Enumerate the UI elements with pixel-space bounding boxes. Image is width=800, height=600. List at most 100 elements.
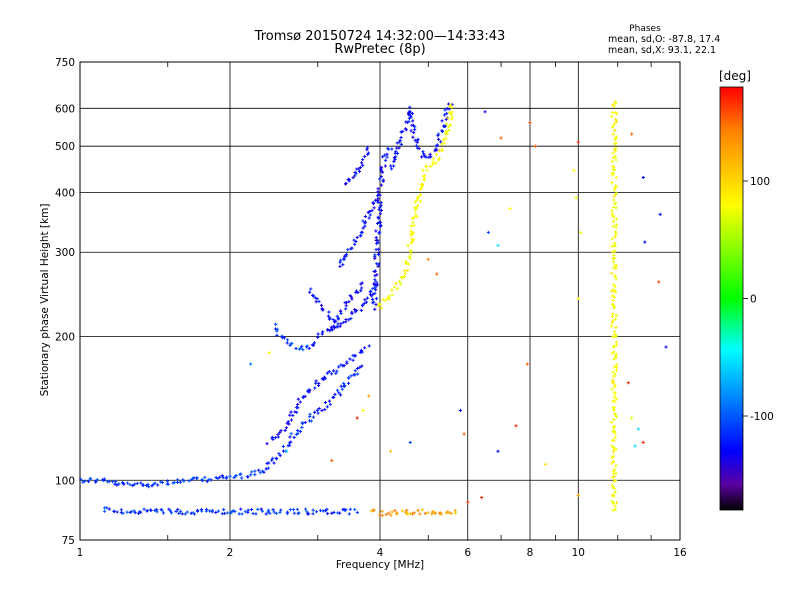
- trace-point: [147, 485, 151, 489]
- trace-point: [613, 154, 617, 158]
- trace-point: [611, 167, 615, 172]
- trace-point: [132, 509, 136, 513]
- trace-point: [338, 264, 342, 268]
- trace-point: [612, 219, 616, 224]
- trace-point: [613, 136, 618, 141]
- trace-point: [437, 156, 442, 161]
- trace-point: [359, 282, 363, 286]
- trace-point: [439, 512, 444, 516]
- trace-point: [418, 512, 422, 516]
- y-axis-label: Stationary phase Virtual Height [km]: [39, 204, 51, 397]
- trace-point: [376, 192, 381, 197]
- trace-point: [610, 321, 614, 325]
- trace-point: [303, 394, 307, 398]
- x-tick-label: 4: [377, 547, 384, 559]
- trace-point: [371, 200, 375, 205]
- trace-point: [435, 148, 439, 152]
- trace-point: [611, 111, 615, 115]
- trace-point: [172, 481, 177, 485]
- trace-point: [403, 268, 407, 273]
- trace-point: [317, 299, 321, 304]
- trace-point: [421, 150, 425, 154]
- trace-point: [426, 511, 430, 515]
- trace-point: [391, 164, 396, 168]
- trace-point: [610, 180, 614, 185]
- trace-point: [305, 344, 309, 348]
- trace-point: [327, 317, 332, 321]
- trace-point: [611, 205, 616, 209]
- trace-point: [325, 507, 329, 511]
- scatter-point: [285, 449, 289, 453]
- scatter-point: [458, 408, 463, 413]
- trace-point: [378, 177, 382, 181]
- trace-point: [226, 511, 230, 515]
- trace-point: [611, 224, 616, 228]
- trace-point: [383, 164, 387, 168]
- scatter-point: [664, 345, 668, 349]
- trace-point: [389, 167, 394, 171]
- trace-point: [296, 402, 300, 407]
- trace-point: [311, 293, 315, 297]
- trace-point: [347, 318, 351, 322]
- trace-point: [610, 159, 614, 164]
- trace-point: [261, 469, 265, 473]
- trace-point: [132, 482, 137, 486]
- trace-point: [307, 390, 311, 394]
- trace-point: [86, 479, 91, 484]
- scatter-point: [466, 500, 470, 504]
- trace-point: [613, 467, 617, 472]
- trace-point: [317, 381, 321, 386]
- trace-point: [614, 193, 618, 197]
- trace-point: [414, 144, 419, 148]
- trace-point: [326, 327, 330, 332]
- trace-point: [372, 508, 376, 512]
- trace-point: [409, 241, 413, 245]
- trace-point: [291, 413, 295, 418]
- trace-point: [378, 513, 382, 517]
- trace-point: [390, 293, 394, 297]
- trace-point: [613, 412, 617, 416]
- trace-point: [614, 352, 618, 356]
- trace-point: [401, 129, 405, 134]
- trace-point: [348, 507, 352, 511]
- trace-point: [611, 173, 615, 177]
- trace-point: [125, 481, 130, 485]
- trace-point: [415, 215, 419, 219]
- trace-point: [178, 480, 182, 484]
- trace-point: [114, 479, 118, 484]
- trace-point: [356, 372, 360, 376]
- trace-point: [613, 201, 617, 206]
- scatter-point: [496, 449, 500, 453]
- trace-point: [381, 298, 385, 302]
- trace-point: [445, 131, 449, 136]
- trace-point: [412, 511, 416, 515]
- stats-line-x: mean, sd,X: 93.1, 22.1: [608, 45, 716, 56]
- trace-point: [614, 343, 618, 347]
- trace-point: [612, 244, 616, 248]
- trace-point: [343, 383, 347, 388]
- trace-point: [125, 510, 129, 514]
- trace-point: [283, 428, 287, 433]
- trace-point: [339, 258, 343, 262]
- trace-point: [395, 151, 400, 156]
- trace-point: [611, 260, 616, 264]
- trace-point: [613, 508, 618, 512]
- trace-point: [416, 195, 421, 199]
- trace-point: [375, 221, 380, 226]
- trace-point: [410, 239, 415, 244]
- trace-point: [425, 168, 429, 172]
- trace-point: [444, 122, 448, 126]
- trace-point: [395, 512, 399, 516]
- trace-point: [303, 507, 308, 511]
- trace-point: [288, 343, 292, 347]
- trace-point: [183, 512, 187, 516]
- trace-point: [218, 475, 222, 479]
- trace-point: [344, 304, 348, 308]
- trace-point: [421, 152, 426, 156]
- trace-point: [614, 314, 618, 318]
- trace-point: [613, 235, 617, 239]
- trace-point: [395, 146, 399, 150]
- trace-point: [358, 234, 362, 238]
- trace-point: [335, 314, 339, 318]
